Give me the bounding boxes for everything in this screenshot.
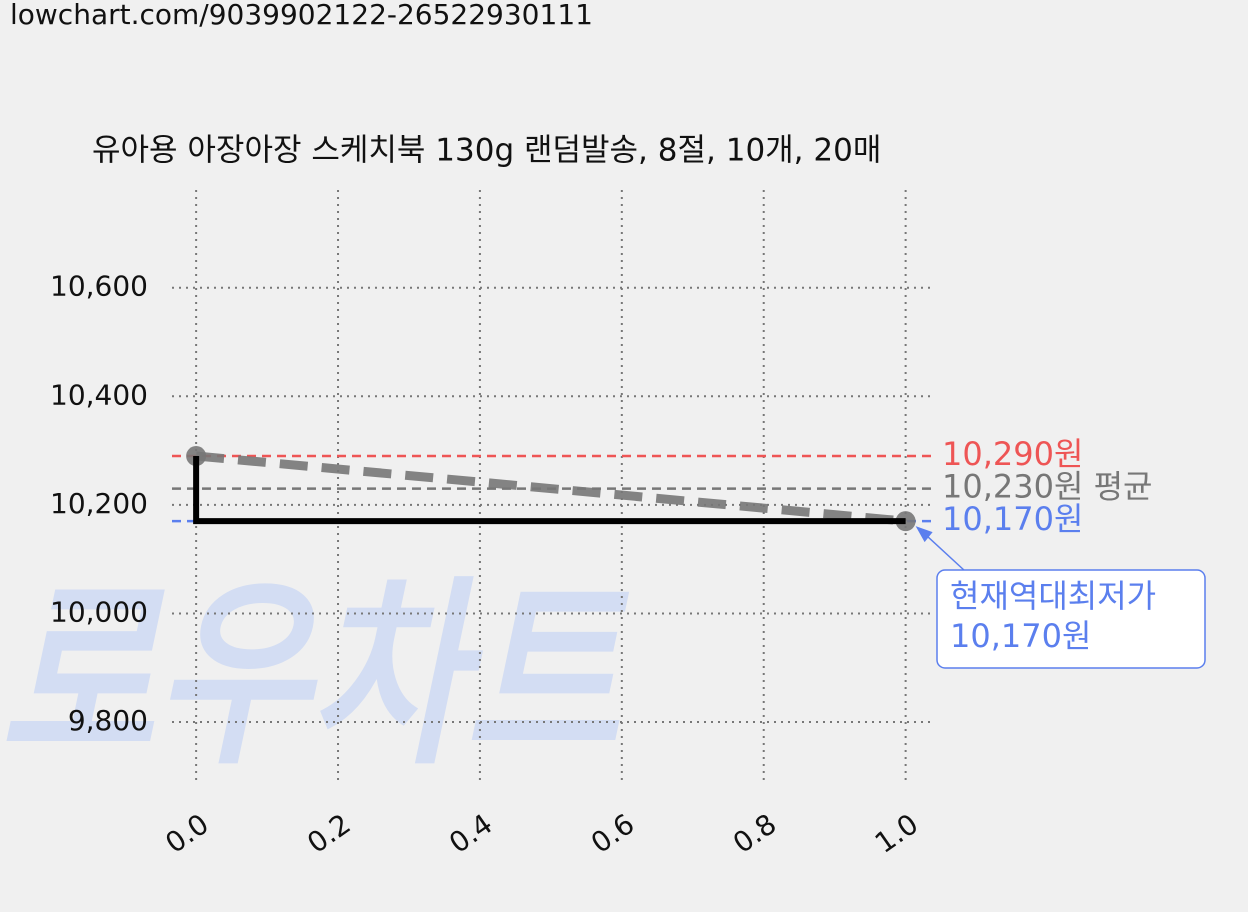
reference-label: 10,290원 [942,435,1083,473]
price-line [195,451,907,526]
x-tick-label: 1.0 [869,807,924,860]
y-tick-label: 10,200 [50,487,148,520]
x-tick-label: 0.2 [301,807,356,860]
annotation-text: 현재역대최저가 [950,577,1156,615]
y-tick-label: 9,800 [68,704,148,737]
y-tick-label: 10,000 [50,595,148,628]
x-tick-label: 0.0 [159,807,214,860]
price-line [193,456,906,525]
y-tick-label: 10,600 [50,270,148,303]
source-url: lowchart.com/9039902122-26522930111 [10,0,593,31]
chart-title: 유아용 아장아장 스케치북 130g 랜덤발송, 8절, 10개, 20매 [92,133,881,169]
y-tick-label: 10,400 [50,378,148,411]
x-tick-label: 0.4 [443,807,498,860]
annotation-box [936,569,1206,669]
annotation-arrowhead [915,526,933,543]
reference-label: 10,170원 [942,500,1083,538]
reference-label: 10,230원 평균 [942,468,1152,506]
annotation-text: 10,170원 [950,617,1091,655]
watermark: 로우차트 [0,560,629,793]
x-tick-label: 0.8 [727,807,782,860]
x-tick-label: 0.6 [585,807,640,860]
